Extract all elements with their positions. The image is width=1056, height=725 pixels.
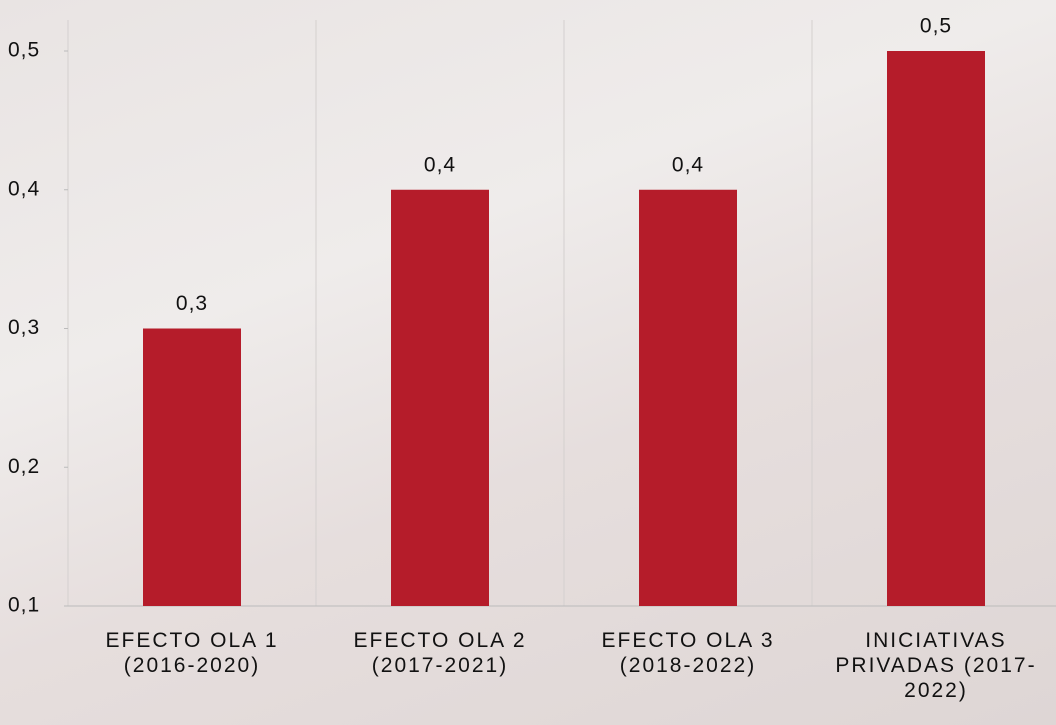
x-tick-label: EFECTO OLA 3 (2018-2022): [573, 628, 803, 678]
bar: [143, 329, 241, 607]
bar: [639, 190, 737, 606]
x-tick-label: EFECTO OLA 1 (2016-2020): [77, 628, 307, 678]
x-tick-label: INICIATIVAS PRIVADAS (2017-2022): [821, 628, 1051, 703]
y-tick-label: 0,3: [8, 316, 40, 339]
y-tick-label: 0,4: [8, 177, 40, 200]
chart: 0,1 0,2 0,3 0,4 0,5 0,3 0,4 0,4 0,5 EFECTO OLA 1…: [0, 0, 1056, 725]
y-tick-label: 0,2: [8, 455, 40, 478]
x-tick-label: EFECTO OLA 2 (2017-2021): [325, 628, 555, 678]
y-tick-label: 0,5: [8, 39, 40, 62]
value-label: 0,5: [920, 15, 952, 38]
value-label: 0,4: [672, 153, 704, 176]
chart-svg: 0,1 0,2 0,3 0,4 0,5 0,3 0,4 0,4 0,5: [0, 0, 1056, 725]
bar: [887, 51, 985, 606]
y-tick-label: 0,1: [8, 594, 40, 617]
value-label: 0,4: [424, 153, 456, 176]
value-label: 0,3: [176, 292, 208, 315]
bar: [391, 190, 489, 606]
